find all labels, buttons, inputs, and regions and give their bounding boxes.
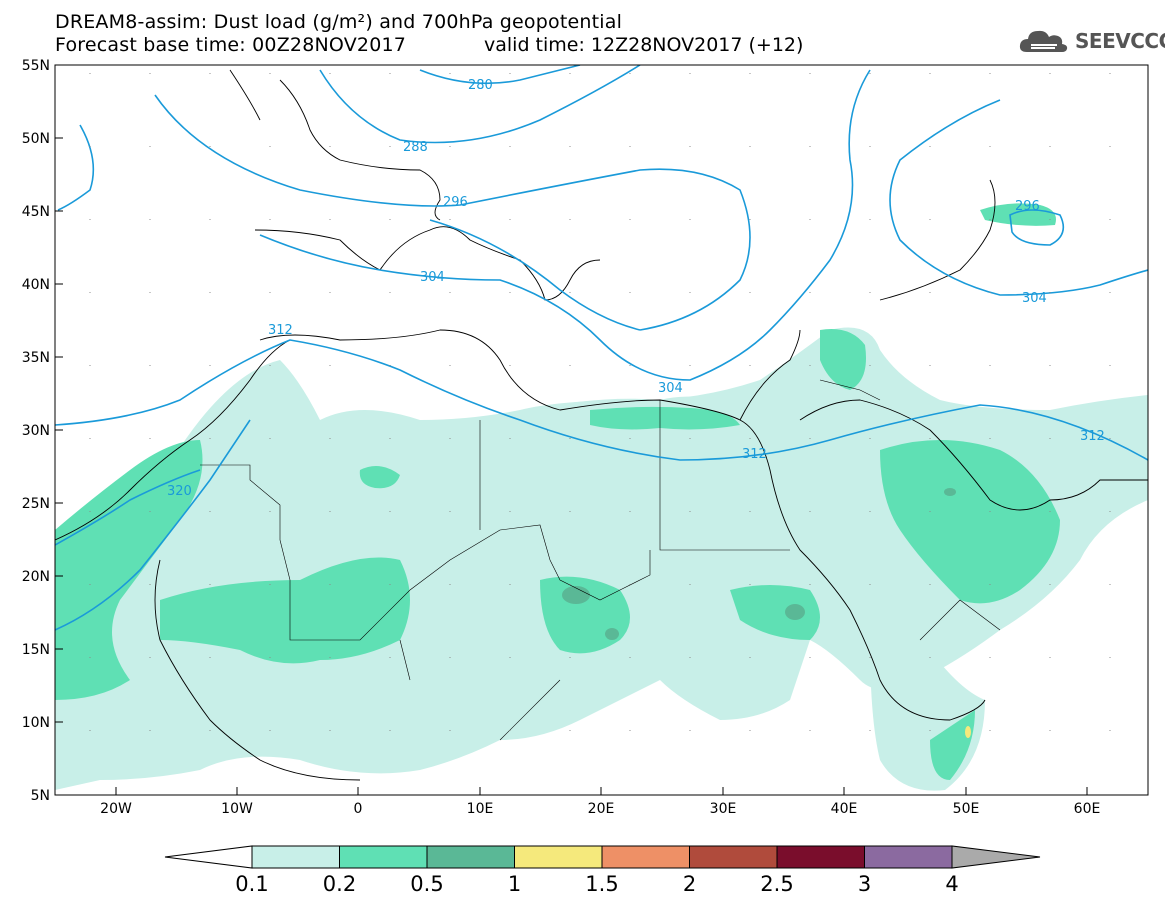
lat-label: 35N <box>22 350 50 366</box>
colorbar-segment <box>339 845 428 869</box>
colorbar-segment <box>776 845 865 869</box>
lat-label: 15N <box>22 642 50 658</box>
colorbar-segment <box>426 845 515 869</box>
cloud-icon <box>1019 30 1068 52</box>
longitude-labels: 20W 10W 0 10E 20E 30E 40E 50E 60E <box>100 801 1100 817</box>
colorbar-label: 3 <box>857 872 872 896</box>
colorbar-label: 4 <box>945 872 959 896</box>
colorbar-label: 0.5 <box>410 872 444 896</box>
colorbar-segment <box>864 845 953 869</box>
lon-label: 60E <box>1074 801 1101 817</box>
logo-text: SEEVCCC <box>1075 29 1165 53</box>
lat-label: 55N <box>22 58 50 74</box>
title-line-2-base-time: Forecast base time: 00Z28NOV2017 <box>55 34 407 56</box>
latitude-axis <box>55 64 63 723</box>
lon-label: 10E <box>467 801 494 817</box>
lat-label: 25N <box>22 496 50 512</box>
colorbar-segment <box>601 845 690 869</box>
colorbar <box>164 845 1041 869</box>
lon-label: 0 <box>354 801 363 817</box>
lon-label: 20W <box>100 801 132 817</box>
lon-label: 30E <box>710 801 737 817</box>
lat-label: 40N <box>22 277 50 293</box>
lon-label: 10W <box>221 801 253 817</box>
colorbar-lower-triangle <box>164 845 253 869</box>
lon-label: 20E <box>588 801 615 817</box>
colorbar-label: 0.1 <box>235 872 269 896</box>
lat-label: 45N <box>22 204 50 220</box>
latitude-labels: 55N 50N 45N 40N 35N 30N 25N 20N 15N 10N … <box>22 58 50 804</box>
seevccc-logo: SEEVCCC <box>1017 24 1165 58</box>
lat-label: 5N <box>31 788 50 804</box>
lon-label: 50E <box>953 801 980 817</box>
colorbar-segment <box>689 845 778 869</box>
colorbar-label: 2 <box>682 872 697 896</box>
colorbar-segment <box>251 845 340 869</box>
longitude-axis <box>115 787 1088 795</box>
title-line-1: DREAM8-assim: Dust load (g/m²) and 700hP… <box>55 11 623 33</box>
colorbar-label: 1.5 <box>585 872 619 896</box>
lat-label: 10N <box>22 715 50 731</box>
colorbar-segment <box>514 845 603 869</box>
lat-label: 50N <box>22 131 50 147</box>
colorbar-label: 1 <box>507 872 522 896</box>
lat-label: 20N <box>22 569 50 585</box>
lon-label: 40E <box>831 801 858 817</box>
colorbar-label: 0.2 <box>322 872 357 896</box>
colorbar-upper-triangle <box>951 845 1041 869</box>
title-line-2-valid-time: valid time: 12Z28NOV2017 (+12) <box>484 34 804 56</box>
lat-label: 30N <box>22 423 50 439</box>
colorbar-label: 2.5 <box>760 872 794 896</box>
